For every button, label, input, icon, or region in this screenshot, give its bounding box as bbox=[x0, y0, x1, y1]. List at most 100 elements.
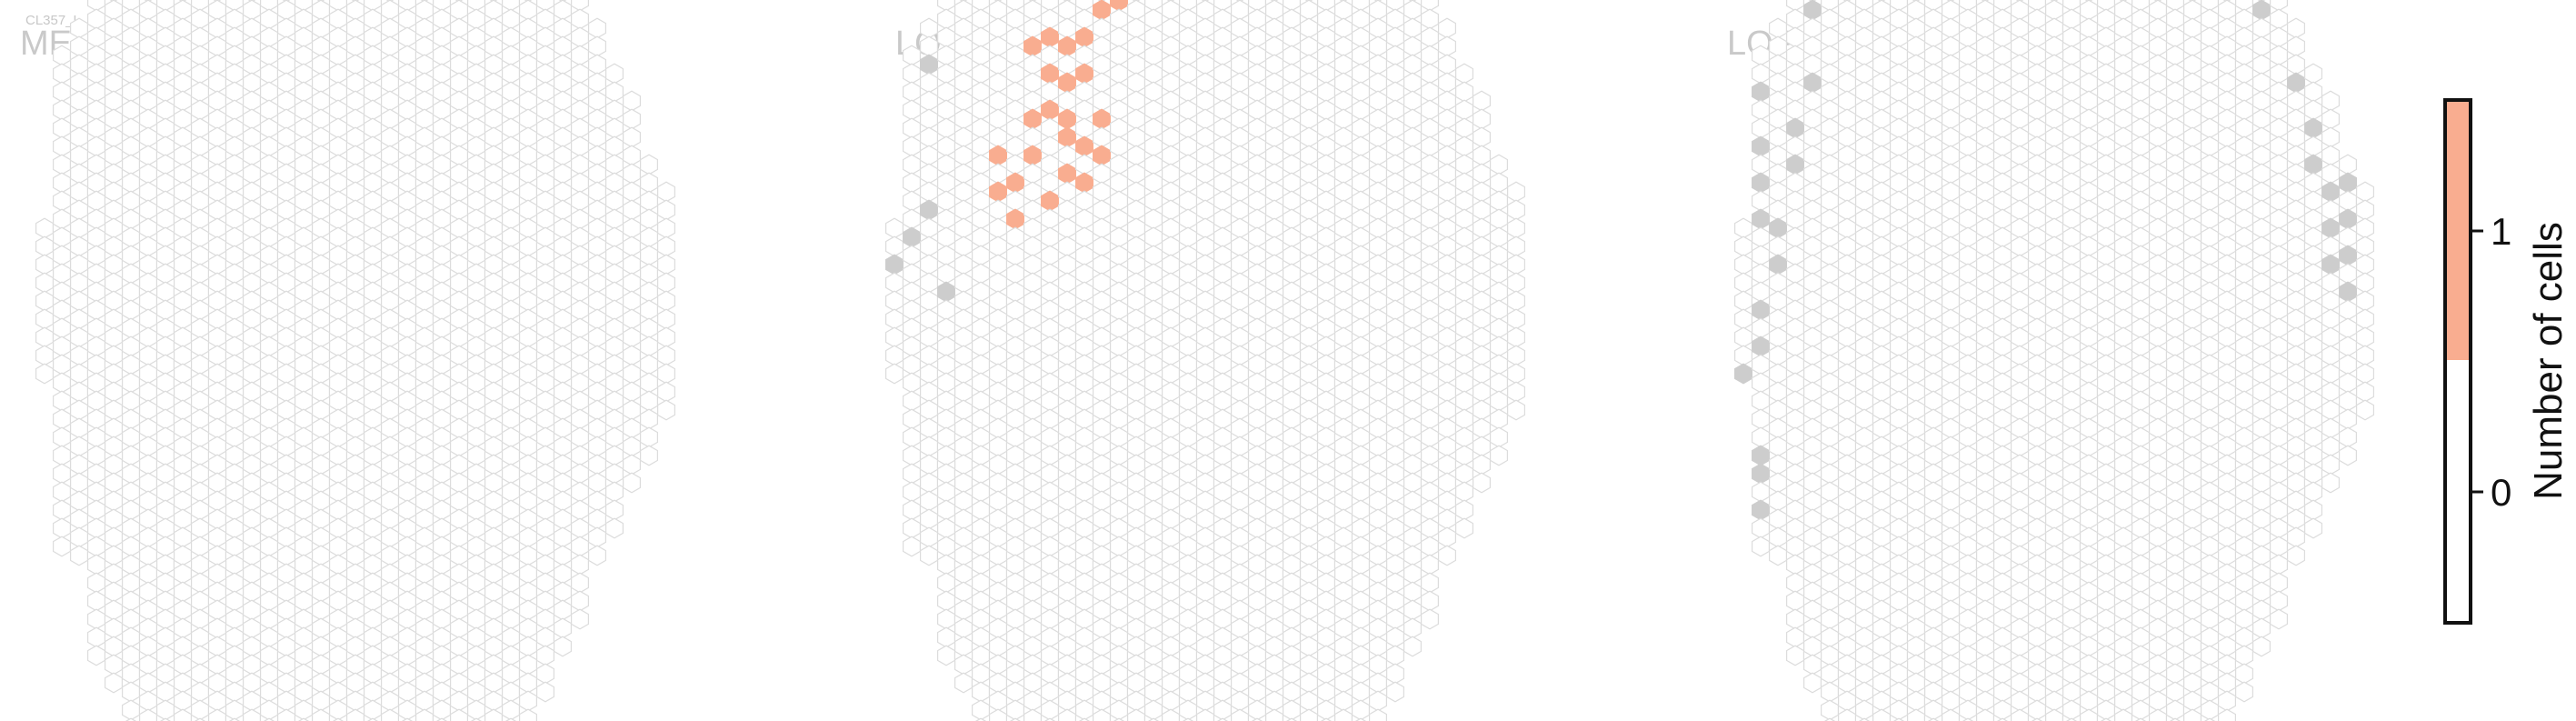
lo-hex-cell-count-1 bbox=[1007, 173, 1024, 193]
me-hex-cell bbox=[537, 100, 554, 120]
lop-hex-cell bbox=[1925, 264, 1942, 284]
lo-hex-cell bbox=[1163, 164, 1180, 184]
lo-hex-cell bbox=[1076, 536, 1093, 556]
lo-hex-cell bbox=[1232, 382, 1249, 402]
lop-hex-cell bbox=[1908, 655, 1925, 675]
lo-hex-cell bbox=[1353, 336, 1370, 356]
lo-hex-cell bbox=[938, 27, 955, 47]
lo-hex-cell bbox=[1318, 700, 1335, 720]
me-hex-cell bbox=[503, 155, 520, 175]
lo-hex-cell bbox=[1266, 218, 1283, 238]
me-hex-cell bbox=[416, 618, 434, 638]
me-hex-cell bbox=[572, 173, 589, 193]
lop-hex-cell bbox=[1822, 155, 1839, 175]
lop-hex-cell bbox=[1873, 655, 1891, 675]
lo-hex-cell bbox=[1111, 664, 1128, 684]
me-hex-cell bbox=[157, 682, 175, 702]
lo-hex-cell bbox=[1283, 664, 1301, 684]
lop-hex-cell bbox=[1977, 273, 1994, 293]
me-hex-cell bbox=[554, 200, 572, 220]
me-hex-cell bbox=[123, 264, 140, 284]
me-hex-cell bbox=[313, 655, 330, 675]
lop-hex-cell bbox=[1839, 600, 1856, 620]
me-hex-cell bbox=[416, 546, 434, 566]
lo-hex-cell bbox=[973, 191, 990, 211]
lo-hex-cell bbox=[1024, 509, 1042, 529]
lo-hex-cell bbox=[938, 391, 955, 411]
lo-hex-cell bbox=[1042, 682, 1059, 702]
me-hex-cell bbox=[261, 82, 278, 102]
me-hex-cell bbox=[313, 55, 330, 75]
lo-hex-cell bbox=[1007, 518, 1024, 538]
me-hex-cell bbox=[451, 309, 468, 329]
me-hex-cell bbox=[295, 355, 313, 375]
me-hex-cell bbox=[451, 145, 468, 165]
lop-hex-cell bbox=[1856, 118, 1873, 138]
me-hex-cell bbox=[209, 418, 226, 438]
me-hex-cell bbox=[157, 82, 175, 102]
me-hex-cell bbox=[503, 482, 520, 502]
hex-grid-me bbox=[36, 0, 675, 721]
lo-hex-cell bbox=[990, 0, 1007, 20]
lop-hex-cell bbox=[1856, 446, 1873, 466]
me-hex-cell bbox=[54, 300, 71, 320]
lo-hex-cell bbox=[1370, 164, 1387, 184]
me-hex-cell bbox=[244, 291, 261, 311]
me-hex-cell bbox=[71, 345, 88, 366]
lo-hex-cell bbox=[990, 691, 1007, 711]
lo-hex-cell bbox=[1059, 255, 1076, 275]
me-hex-cell bbox=[330, 191, 347, 211]
me-hex-cell bbox=[572, 500, 589, 520]
lop-hex-cell-missing bbox=[1787, 155, 1804, 175]
lop-hex-cell bbox=[1752, 64, 1770, 84]
lop-hex-cell bbox=[2046, 273, 2063, 293]
lo-hex-cell bbox=[1163, 236, 1180, 256]
lo-hex-cell bbox=[1145, 700, 1163, 720]
lo-hex-cell bbox=[1024, 673, 1042, 693]
lop-hex-cell bbox=[1977, 55, 1994, 75]
lop-hex-cell bbox=[1942, 36, 1960, 56]
me-hex-cell bbox=[399, 45, 416, 65]
lo-hex-cell bbox=[1266, 164, 1283, 184]
me-hex-cell bbox=[261, 45, 278, 65]
lop-hex-cell bbox=[1770, 200, 1787, 220]
lo-hex-cell bbox=[1456, 155, 1473, 175]
lo-hex-cell bbox=[1387, 136, 1404, 156]
me-hex-cell bbox=[537, 355, 554, 375]
me-hex-cell bbox=[54, 391, 71, 411]
me-hex-cell bbox=[209, 236, 226, 256]
lo-hex-cell bbox=[1128, 36, 1145, 56]
lo-hex-cell bbox=[1301, 255, 1318, 275]
lo-hex-cell bbox=[1128, 18, 1145, 38]
lo-hex-cell bbox=[1491, 336, 1508, 356]
me-hex-cell bbox=[382, 55, 399, 75]
lo-hex-cell bbox=[1456, 391, 1473, 411]
me-hex-cell bbox=[209, 636, 226, 656]
lo-hex-cell bbox=[1335, 673, 1353, 693]
me-hex-cell bbox=[589, 164, 606, 184]
lop-hex-cell bbox=[1942, 364, 1960, 384]
lo-hex-cell bbox=[973, 64, 990, 84]
me-hex-cell bbox=[140, 109, 157, 129]
lo-hex-cell bbox=[1163, 73, 1180, 93]
lop-hex-cell bbox=[1804, 618, 1822, 638]
lo-hex-cell bbox=[1076, 373, 1093, 393]
lo-hex-cell bbox=[973, 500, 990, 520]
lo-hex-cell bbox=[1197, 455, 1214, 475]
me-hex-cell bbox=[278, 564, 295, 584]
lo-hex-cell bbox=[904, 500, 921, 520]
lo-hex-cell bbox=[1301, 236, 1318, 256]
me-hex-cell bbox=[434, 446, 451, 466]
me-hex-cell bbox=[88, 409, 105, 429]
lo-hex-cell bbox=[955, 618, 973, 638]
lop-hex-cell bbox=[1822, 682, 1839, 702]
lop-hex-cell bbox=[1856, 573, 1873, 593]
lop-hex-cell bbox=[1873, 73, 1891, 93]
lo-hex-cell bbox=[1180, 45, 1197, 65]
lo-hex-cell bbox=[1197, 673, 1214, 693]
lop-hex-cell bbox=[1873, 291, 1891, 311]
lop-hex-cell bbox=[1752, 118, 1770, 138]
me-hex-cell bbox=[123, 155, 140, 175]
lo-hex-cell bbox=[1249, 155, 1266, 175]
lop-hex-cell-missing bbox=[1770, 218, 1787, 238]
